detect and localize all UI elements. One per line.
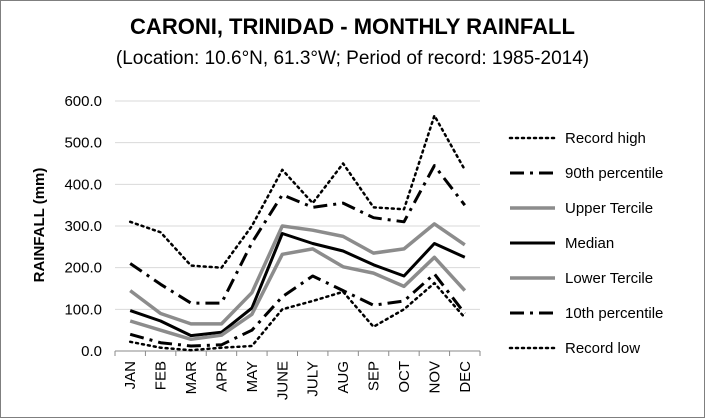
x-tick-label: APR [213, 361, 230, 392]
x-tick-label: FEB [153, 361, 170, 390]
x-tick-label: MAR [183, 361, 200, 395]
legend-label: 90th percentile [565, 165, 663, 182]
y-tick-label: 200.0 [64, 260, 102, 277]
x-tick-label: JULY [305, 361, 322, 397]
series-line-upper-tercile [129, 222, 466, 326]
x-tick-label: OCT [396, 361, 413, 393]
legend-label: Record high [565, 130, 646, 147]
y-tick-label: 0.0 [81, 343, 102, 360]
y-tick-label: 500.0 [64, 135, 102, 152]
x-tick-label: MAY [244, 361, 261, 392]
y-tick-label: 300.0 [64, 218, 102, 235]
x-tick-label: JUNE [274, 361, 291, 400]
series-line-record-low [128, 281, 467, 352]
x-tick-label: JAN [122, 361, 139, 389]
y-tick-label: 100.0 [64, 301, 102, 318]
legend: Record high 90th percentile Upper Tercile M… [508, 130, 663, 357]
legend-label: Record low [565, 340, 640, 357]
y-tick-label: 400.0 [64, 176, 102, 193]
y-tick-label: 600.0 [64, 93, 102, 110]
x-tick-label: SEP [366, 361, 383, 391]
y-tick-labels: 0.0 100.0 200.0 300.0 400.0 500.0 600.0 [64, 93, 102, 360]
x-tick-label: AUG [335, 361, 352, 394]
x-tick-label: NOV [426, 361, 443, 394]
y-axis-label: RAINFALL (mm) [31, 168, 48, 283]
series-line-lower-tercile [129, 247, 467, 342]
legend-label: 10th percentile [565, 305, 663, 322]
x-tick-label: DEC [457, 361, 474, 393]
series-line-90th-percentile [129, 164, 466, 305]
series-line-median [129, 232, 466, 338]
series-line-record-high [128, 114, 467, 269]
legend-label: Median [565, 235, 614, 252]
chart-title: CARONI, TRINIDAD - MONTHLY RAINFALL [130, 14, 575, 39]
x-tick-labels: JAN FEB MAR APR MAY JUNE JULY AUG SEP OCT NOV DEC [114, 351, 481, 400]
chart-subtitle: (Location: 10.6°N, 61.3°W; Period of rec… [115, 48, 590, 69]
series-lines [128, 114, 467, 352]
legend-label: Lower Tercile [565, 270, 653, 287]
gridlines [115, 100, 480, 352]
legend-label: Upper Tercile [565, 200, 653, 217]
